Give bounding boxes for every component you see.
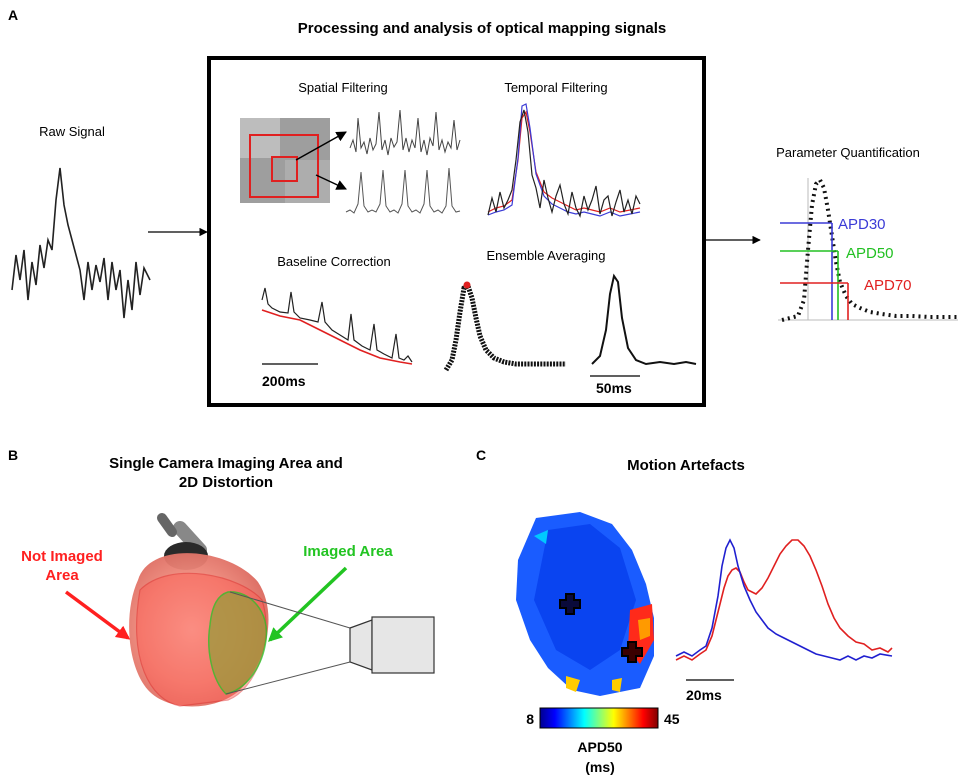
colorbar-min: 8 bbox=[526, 711, 534, 727]
panel-a-letter: A bbox=[8, 7, 18, 23]
spatial-trace-noisy bbox=[349, 109, 461, 156]
not-imaged-label-line2: Area bbox=[45, 567, 79, 584]
parameter-dots-trace bbox=[781, 176, 958, 322]
camera-view-line-top bbox=[229, 591, 351, 629]
baseline-fit-red bbox=[261, 309, 413, 365]
panel-b-title-line2: 2D Distortion bbox=[179, 474, 273, 491]
parameter-quantification-label: Parameter Quantification bbox=[776, 145, 920, 160]
spatial-trace-filtered bbox=[345, 167, 461, 214]
ensemble-peak-marker bbox=[463, 281, 471, 289]
ensemble-dots-trace bbox=[443, 282, 566, 372]
apd50-label: APD50 bbox=[846, 245, 894, 262]
apd70-label: APD70 bbox=[864, 277, 912, 294]
motion-trace-red bbox=[675, 539, 893, 661]
panel-c-title: Motion Artefacts bbox=[627, 457, 745, 474]
colorbar bbox=[539, 707, 659, 729]
panel-b-letter: B bbox=[8, 447, 18, 463]
processing-box bbox=[207, 56, 706, 407]
apd50-map bbox=[516, 512, 654, 696]
scale-label-200ms: 200ms bbox=[262, 373, 306, 389]
spatial-filter-image bbox=[240, 118, 330, 203]
panel-b-title-line1: Single Camera Imaging Area and bbox=[109, 455, 343, 472]
panel-a: A Processing and analysis of optical map… bbox=[8, 7, 958, 407]
temporal-trace-blue bbox=[487, 103, 641, 217]
spatial-arrow-bottom bbox=[315, 174, 347, 190]
panel-c: C Motion Artefacts 8 45 APD50 (ms) 20ms bbox=[476, 447, 893, 775]
baseline-correction-label: Baseline Correction bbox=[277, 254, 390, 269]
heart-image bbox=[129, 513, 269, 707]
colorbar-max: 45 bbox=[664, 711, 680, 727]
camera-body bbox=[371, 616, 435, 674]
panel-a-title: Processing and analysis of optical mappi… bbox=[298, 20, 666, 37]
imaged-arrow bbox=[267, 566, 348, 642]
panel-c-letter: C bbox=[476, 447, 486, 463]
spatial-filtering-label: Spatial Filtering bbox=[298, 80, 388, 95]
ensemble-averaging-label: Ensemble Averaging bbox=[486, 248, 605, 263]
baseline-trace bbox=[261, 287, 413, 363]
motion-trace-blue bbox=[675, 538, 893, 661]
camera-view-line-bottom bbox=[225, 661, 351, 695]
colorbar-label-line2: (ms) bbox=[585, 759, 615, 775]
raw-signal-label: Raw Signal bbox=[39, 124, 105, 139]
parameter-plot: APD30 APD50 APD70 bbox=[778, 176, 958, 322]
not-imaged-label-line1: Not Imaged bbox=[21, 548, 103, 565]
scale-label-20ms: 20ms bbox=[686, 687, 722, 703]
apd30-label: APD30 bbox=[838, 216, 886, 233]
raw-signal-trace bbox=[11, 167, 151, 319]
temporal-filtering-label: Temporal Filtering bbox=[504, 80, 607, 95]
camera-lens bbox=[349, 619, 373, 671]
panel-b: B Single Camera Imaging Area and 2D Dist… bbox=[8, 447, 435, 707]
not-imaged-arrow bbox=[64, 590, 131, 640]
spatial-arrow-top bbox=[295, 131, 347, 161]
temporal-trace-noisy bbox=[487, 109, 641, 218]
ensemble-average-trace bbox=[591, 273, 697, 366]
colorbar-label-line1: APD50 bbox=[577, 739, 622, 755]
scale-label-50ms: 50ms bbox=[596, 380, 632, 396]
imaged-area-label: Imaged Area bbox=[303, 543, 393, 560]
